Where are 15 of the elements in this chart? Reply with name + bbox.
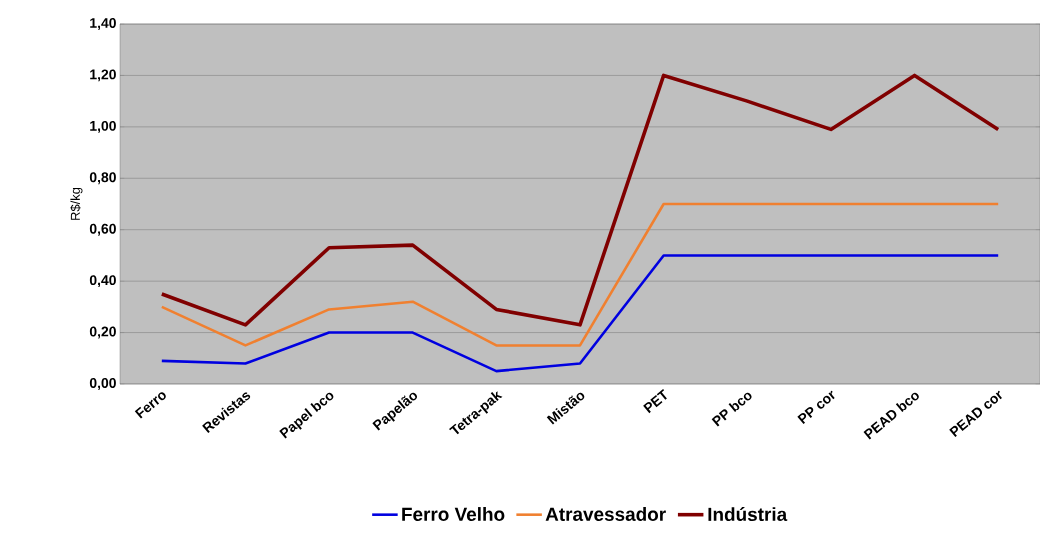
line-series [160,73,1000,327]
legend-label: Ferro Velho [402,507,505,521]
y-axis-title: R$/kg [70,187,83,220]
legend-label: Atravessador [545,507,666,521]
y-tick-label: 0,60 [89,223,116,236]
y-tick-label: 0,40 [89,275,116,288]
legend-label: Indústria [708,506,788,522]
y-tick-label: 1,00 [90,120,116,133]
x-tick-label: PP bco [711,392,752,427]
y-tick-label: 1,20 [90,69,116,82]
y-tick-label: 0,80 [89,172,116,185]
y-tick-label: 1,40 [90,18,116,30]
y-tick-label: 0,00 [89,378,116,390]
y-tick-label: 0,20 [89,326,116,339]
x-tick-label: PP cor [797,390,835,425]
